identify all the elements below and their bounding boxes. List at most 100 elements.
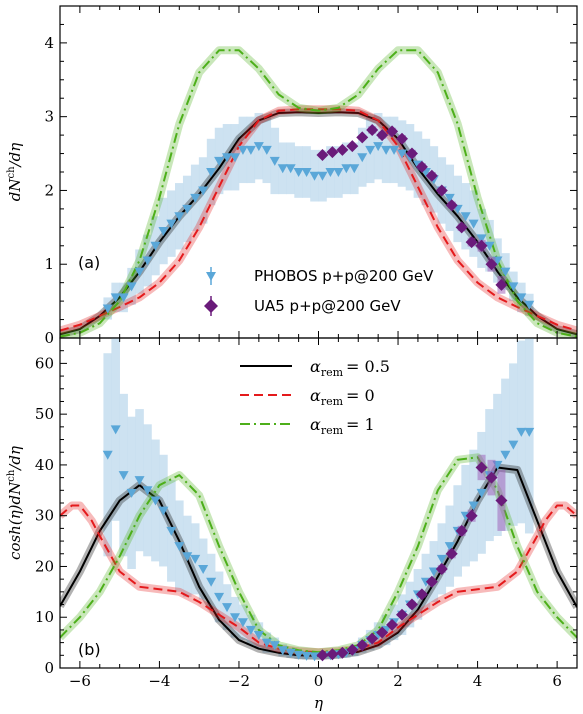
phobos-point	[174, 212, 185, 222]
phobos-point	[222, 603, 233, 613]
phobos-point	[245, 145, 256, 155]
phobos-point	[277, 646, 288, 656]
ua5-point	[475, 461, 488, 474]
ua5-point	[435, 184, 448, 197]
phobos-point	[102, 304, 113, 314]
phobos-point	[484, 241, 495, 251]
phobos-point	[436, 554, 447, 564]
phobos-point	[500, 450, 511, 460]
phobos-point	[381, 145, 392, 155]
model-line	[60, 504, 577, 654]
y-tick-label: 50	[35, 405, 54, 423]
phobos-point	[198, 565, 209, 574]
model-line	[60, 49, 577, 338]
phobos-point	[397, 149, 408, 159]
phobos-point	[182, 204, 193, 214]
phobos-point	[126, 488, 137, 498]
phobos-point	[428, 567, 439, 577]
phobos-point	[158, 506, 169, 516]
y-tick-label: 60	[35, 354, 54, 372]
panel-label: (a)	[78, 253, 100, 272]
phobos-point	[206, 577, 217, 587]
y-tick-label: 2	[44, 181, 54, 199]
phobos-point	[500, 267, 511, 277]
phobos-point	[285, 164, 296, 174]
ua5-point	[376, 626, 389, 639]
phobos-point	[158, 227, 169, 237]
legend-label: αrem = 0.5	[310, 357, 390, 379]
phobos-point	[365, 145, 376, 155]
phobos-point	[166, 219, 177, 229]
phobos-point	[118, 471, 129, 481]
phobos-point	[341, 164, 352, 174]
phobos-point	[309, 652, 320, 662]
phobos-point	[468, 501, 479, 511]
phobos-point	[325, 168, 336, 177]
phobos-point	[134, 476, 145, 486]
x-tick-label: −6	[69, 672, 91, 690]
y-tick-label: 10	[35, 608, 54, 626]
phobos-point	[150, 241, 161, 251]
ua5-point	[465, 509, 478, 522]
ua5-point	[485, 471, 498, 484]
ua5-point	[396, 132, 409, 145]
phobos-point	[229, 153, 240, 163]
phobos-point	[166, 526, 177, 536]
phobos-point	[134, 267, 145, 277]
y-tick-label: 1	[44, 255, 54, 273]
ua5-point	[316, 149, 329, 162]
x-tick-label: −4	[148, 672, 170, 690]
y-tick-label: 40	[35, 456, 54, 474]
x-tick-label: 2	[393, 672, 403, 690]
phobos-point	[222, 153, 233, 163]
ua5-point	[386, 618, 399, 631]
phobos-point	[317, 171, 328, 181]
legend: PHOBOS p+p@200 GeV UA5 p+p@200 GeV	[204, 267, 434, 316]
ua5-point	[425, 169, 438, 182]
plot-area	[60, 338, 577, 662]
ua5-point	[346, 140, 359, 153]
ua5-point	[376, 129, 389, 142]
phobos-point	[102, 450, 113, 460]
phobos-point	[126, 282, 137, 292]
phobos-point	[245, 625, 256, 635]
panel-a: 0 1 2 3 4 dNch/dη (a) PHOBOS p+p@200 GeV UA5 p+p…	[6, 5, 578, 347]
phobos-point	[253, 631, 264, 640]
ua5-point	[326, 146, 339, 159]
legend-phobos-marker	[206, 272, 216, 281]
ua5-point	[415, 160, 428, 173]
ua5-point	[445, 547, 458, 560]
y-tick-label: 4	[44, 34, 54, 52]
ua5-point	[485, 258, 498, 271]
phobos-point	[190, 193, 201, 203]
ua5-point	[465, 236, 478, 249]
phobos-point	[269, 641, 280, 651]
phobos-point	[182, 552, 193, 562]
ua5-point	[405, 598, 418, 611]
phobos-point	[110, 293, 121, 303]
panel-b: 0 10 20 30 40 50 60 −6 −4 −2 0 2 4 6 η cosh(η)dNch/dη (b…	[6, 337, 578, 712]
ua5-point	[356, 639, 369, 652]
phobos-point	[349, 164, 360, 174]
ua5-point	[346, 643, 359, 656]
ua5-point	[475, 239, 488, 252]
phobos-point	[190, 554, 201, 564]
phobos-point	[333, 168, 344, 177]
phobos-point	[237, 145, 248, 155]
phobos-point	[261, 145, 272, 155]
phobos-point	[229, 613, 240, 623]
ua5-point	[455, 524, 468, 537]
phobos-point	[277, 164, 288, 174]
ua5-point	[326, 648, 339, 661]
model-line	[60, 108, 577, 332]
phobos-point	[293, 650, 304, 660]
phobos-point	[206, 168, 217, 177]
legend-label: αrem = 0	[310, 386, 375, 408]
ua5-point	[336, 646, 349, 659]
phobos-point	[468, 219, 479, 229]
phobos-point	[444, 542, 455, 552]
plot-area	[60, 46, 577, 338]
phobos-point	[142, 256, 153, 266]
y-tick-label: 0	[44, 659, 54, 677]
